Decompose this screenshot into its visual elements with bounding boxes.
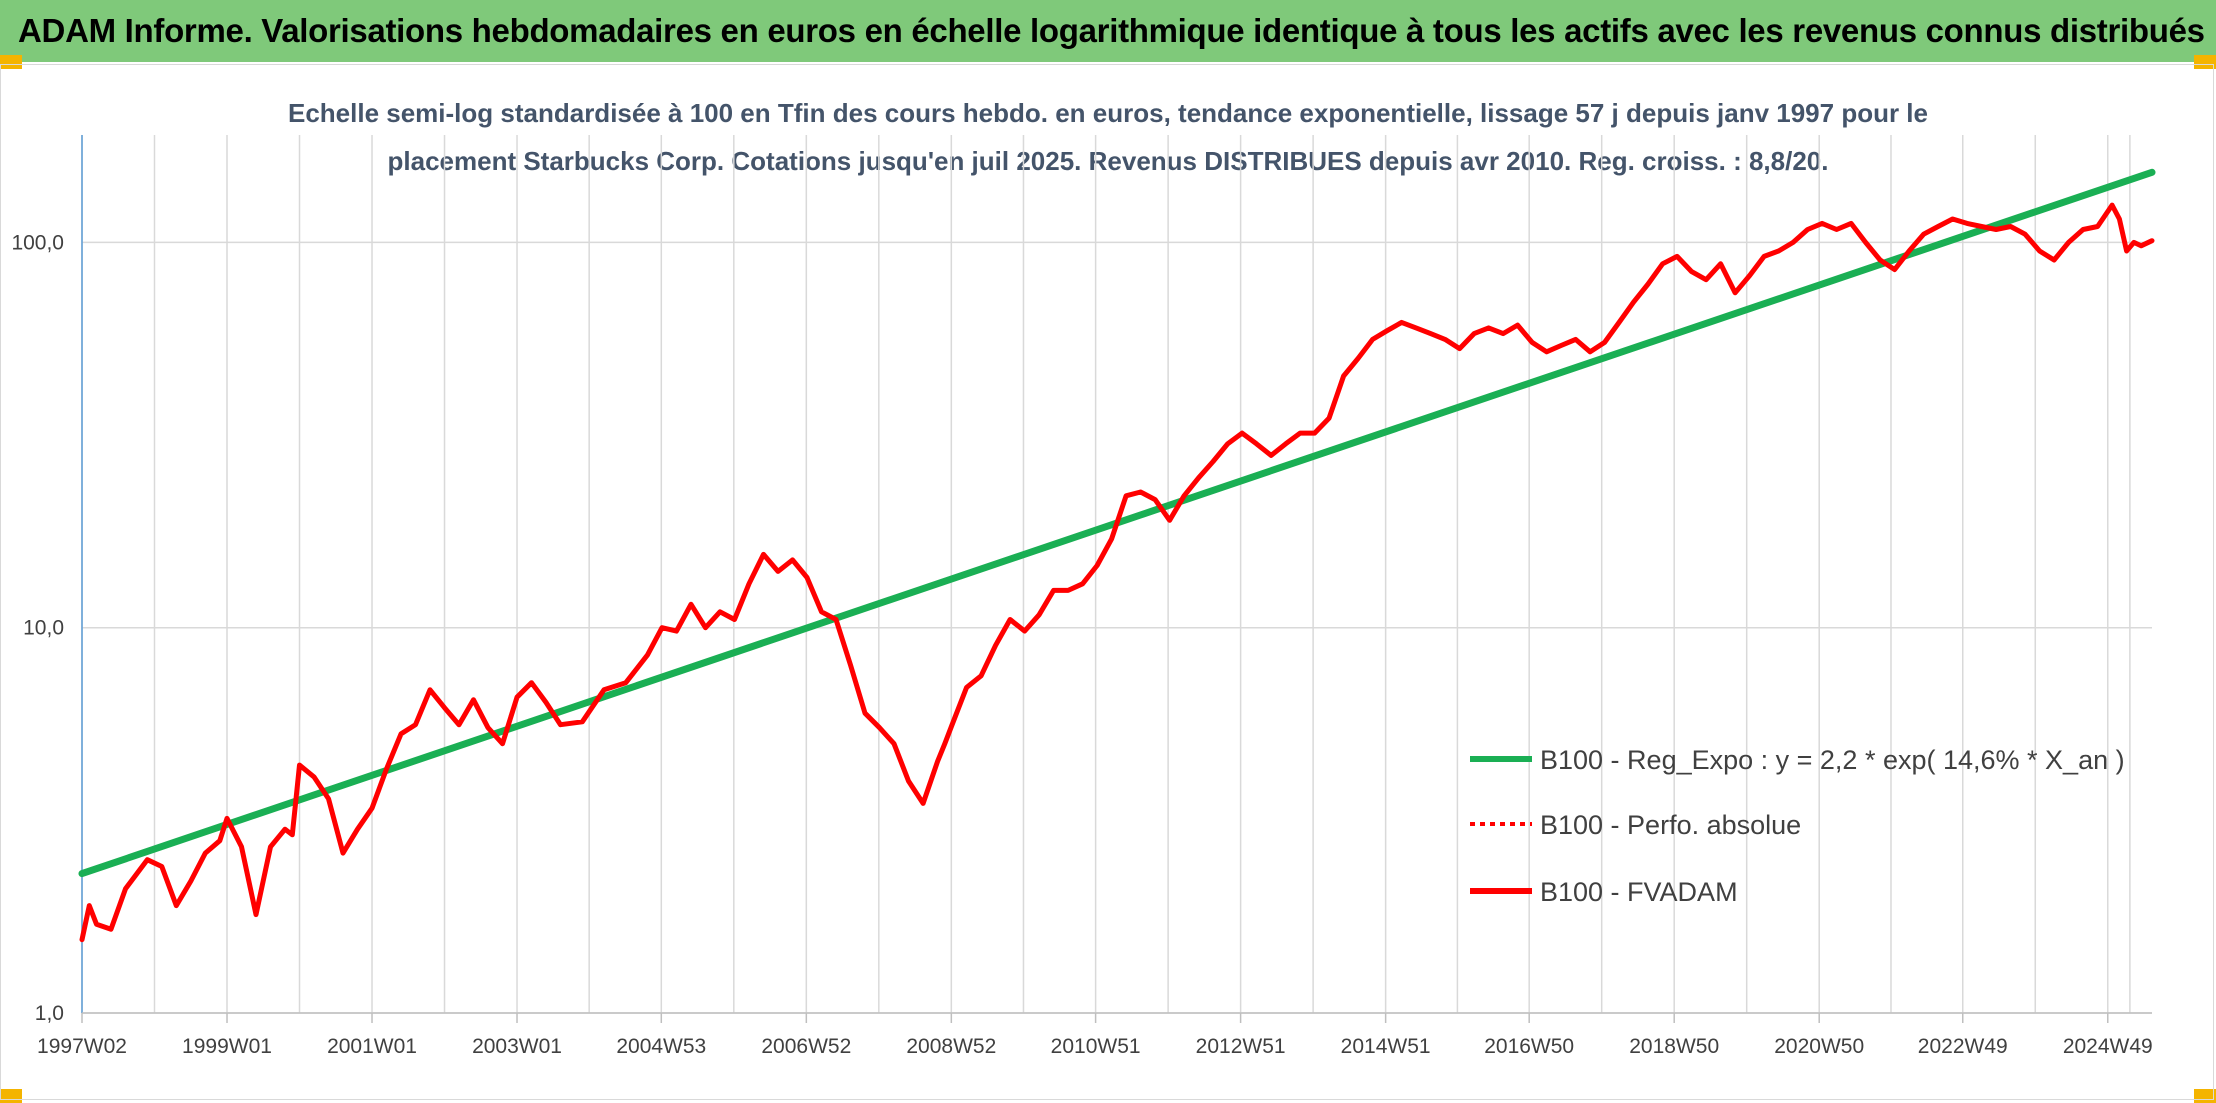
- series-line-fvadam: [79, 202, 2155, 943]
- y-tick-label: 1,0: [35, 1002, 64, 1025]
- report-title: ADAM Informe. Valorisations hebdomadaire…: [18, 12, 2205, 49]
- corner-marker-top-right: [2194, 55, 2216, 69]
- x-tick-label: 2008W52: [906, 1035, 996, 1058]
- legend-label: B100 - Perfo. absolue: [1540, 810, 1801, 840]
- chart-subtitle-line-2: placement Starbucks Corp. Cotations jusq…: [388, 146, 1829, 176]
- series-lines: [78, 168, 2156, 943]
- x-tick-label: 2010W51: [1051, 1035, 1141, 1058]
- chart-subtitle-line-1: Echelle semi-log standardisée à 100 en T…: [288, 98, 1928, 128]
- x-tick-label: 2020W50: [1774, 1035, 1864, 1058]
- x-tick-label: 2004W53: [616, 1035, 706, 1058]
- x-tick-label: 1999W01: [182, 1035, 272, 1058]
- x-tick-label: 2024W49: [2063, 1035, 2153, 1058]
- chart-frame: [0, 64, 2214, 1100]
- x-tick-label: 2006W52: [761, 1035, 851, 1058]
- grid-lines: [81, 135, 2152, 1014]
- legend-label: B100 - FVADAM: [1540, 877, 1738, 907]
- x-tick-label: 2016W50: [1484, 1035, 1574, 1058]
- corner-marker-top-left: [0, 55, 22, 69]
- x-tick-label: 2014W51: [1341, 1035, 1431, 1058]
- x-tick-label: 2022W49: [1918, 1035, 2008, 1058]
- report-header: ADAM Informe. Valorisations hebdomadaire…: [0, 0, 2216, 62]
- x-tick-label: 1997W02: [37, 1035, 127, 1058]
- x-tick-label: 2003W01: [472, 1035, 562, 1058]
- legend: B100 - Reg_Expo : y = 2,2 * exp( 14,6% *…: [1470, 745, 2125, 907]
- x-tick-label: 2012W51: [1196, 1035, 1286, 1058]
- y-tick-label: 100,0: [11, 231, 64, 254]
- axes: 1,0 10,0 100,0 1997W02 1999W01 2001W01 2003W01…: [11, 135, 2153, 1058]
- legend-label: B100 - Reg_Expo : y = 2,2 * exp( 14,6% *…: [1540, 745, 2125, 775]
- x-tick-label: 2001W01: [327, 1035, 417, 1058]
- y-tick-label: 10,0: [23, 617, 64, 640]
- x-tick-label: 2018W50: [1629, 1035, 1719, 1058]
